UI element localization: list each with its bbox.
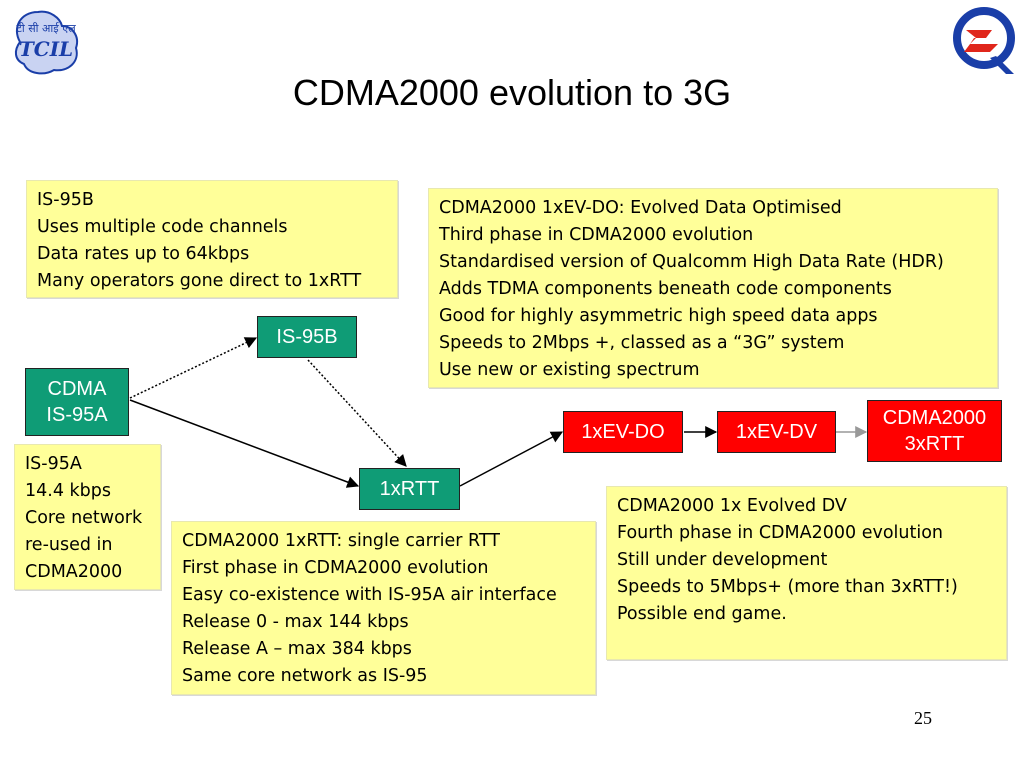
note-evdv: CDMA2000 1x Evolved DV Fourth phase in C… [606, 486, 1007, 660]
node-is95b-label: IS-95B [276, 326, 338, 348]
note-1xrtt-heading: CDMA2000 1xRTT: single carrier RTT [182, 531, 500, 551]
note-1xrtt-line: Same core network as IS-95 [182, 666, 428, 686]
node-cdma-is95a-line2: IS-95A [46, 404, 108, 426]
page-number: 25 [914, 708, 932, 728]
note-evdo-line: Adds TDMA components beneath code compon… [439, 279, 892, 299]
node-1xrtt: 1xRTT [359, 468, 460, 510]
node-1xevdv: 1xEV-DV [717, 411, 836, 453]
node-1xevdv-label: 1xEV-DV [735, 421, 818, 443]
note-evdo-line: Use new or existing spectrum [439, 360, 700, 380]
note-is95a-line: Core network [25, 508, 143, 528]
note-is95a-line: re-used in [25, 535, 113, 555]
note-evdv-line: Speeds to 5Mbps+ (more than 3xRTT!) [617, 577, 958, 597]
node-cdma-is95a: CDMA IS-95A [25, 368, 129, 436]
node-1xevdo: 1xEV-DO [563, 411, 683, 453]
note-evdv-heading: CDMA2000 1x Evolved DV [617, 496, 847, 516]
node-cdma2000-3xrtt: CDMA2000 3xRTT [867, 400, 1002, 462]
note-is95b-line: Many operators gone direct to 1xRTT [37, 271, 362, 291]
note-is95a-line: 14.4 kbps [25, 481, 111, 501]
svg-text:टी सी आई एल: टी सी आई एल [16, 22, 76, 35]
arrow-is95b-to-1xrtt [307, 359, 407, 467]
note-evdo-line: Third phase in CDMA2000 evolution [439, 225, 754, 245]
note-1xrtt-line: Easy co-existence with IS-95A air interf… [182, 585, 557, 605]
node-cdma-is95a-line1: CDMA [47, 378, 107, 400]
arrow-1xrtt-to-1xevdo [459, 431, 564, 487]
note-1xrtt-line: First phase in CDMA2000 evolution [182, 558, 489, 578]
note-is95a-heading: IS-95A [25, 454, 82, 474]
tcil-logo: टी सी आई एल TCIL [10, 8, 82, 76]
note-is95a-line: CDMA2000 [25, 562, 123, 582]
note-1xrtt-line: Release 0 - max 144 kbps [182, 612, 409, 632]
node-1xevdo-label: 1xEV-DO [581, 421, 665, 443]
q-logo [950, 4, 1020, 76]
note-1xrtt: CDMA2000 1xRTT: single carrier RTT First… [171, 521, 596, 695]
note-evdv-line: Fourth phase in CDMA2000 evolution [617, 523, 944, 543]
node-1xrtt-label: 1xRTT [379, 478, 440, 500]
node-cdma2000-3xrtt-line2: 3xRTT [904, 433, 965, 455]
note-is95b: IS-95B Uses multiple code channels Data … [26, 180, 398, 298]
arrow-is95a-to-1xrtt [129, 399, 360, 488]
node-is95b: IS-95B [257, 316, 357, 358]
note-is95a: IS-95A 14.4 kbps Core network re-used in… [14, 444, 161, 590]
note-is95b-heading: IS-95B [37, 190, 94, 210]
note-evdv-line: Still under development [617, 550, 828, 570]
note-evdo-line: Good for highly asymmetric high speed da… [439, 306, 878, 326]
note-evdv-line: Possible end game. [617, 604, 787, 624]
note-is95b-line: Uses multiple code channels [37, 217, 288, 237]
note-1xrtt-line: Release A – max 384 kbps [182, 639, 412, 659]
note-evdo-heading: CDMA2000 1xEV-DO: Evolved Data Optimised [439, 198, 842, 218]
note-evdo-line: Speeds to 2Mbps +, classed as a “3G” sys… [439, 333, 845, 353]
svg-text:TCIL: TCIL [19, 37, 73, 61]
arrow-is95a-to-is95b [129, 337, 258, 399]
note-evdo: CDMA2000 1xEV-DO: Evolved Data Optimised… [428, 188, 998, 388]
slide-title: CDMA2000 evolution to 3G [292, 72, 732, 113]
note-evdo-line: Standardised version of Qualcomm High Da… [439, 252, 944, 272]
note-is95b-line: Data rates up to 64kbps [37, 244, 250, 264]
node-cdma2000-3xrtt-line1: CDMA2000 [882, 407, 987, 429]
